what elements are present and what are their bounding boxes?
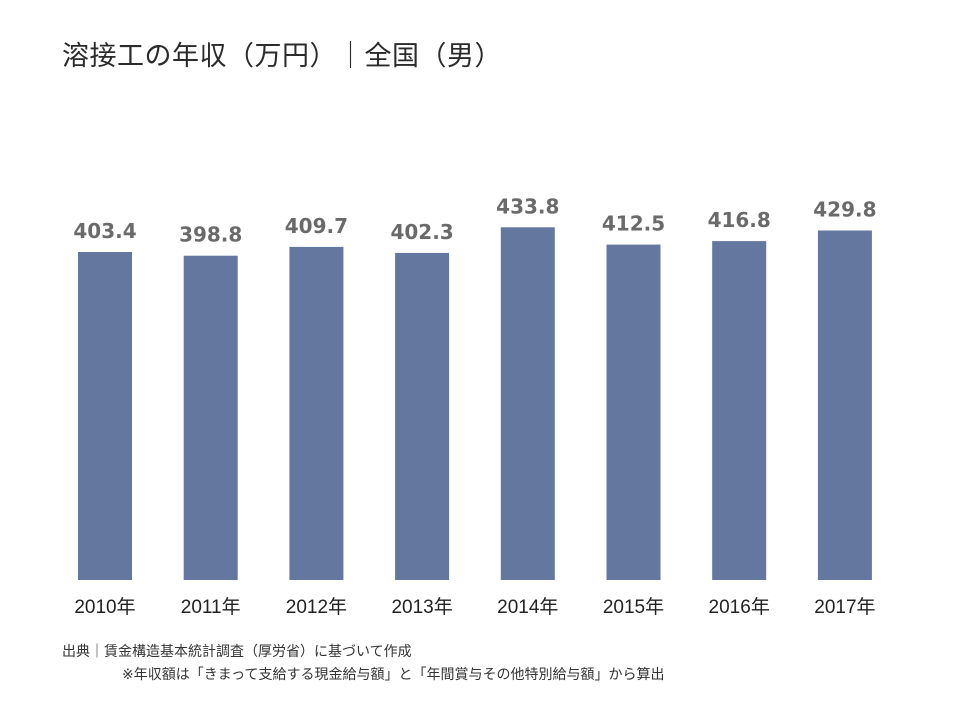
x-tick-label-3: 2013年 <box>391 596 452 618</box>
chart-title: 溶接工の年収（万円）｜全国（男） <box>62 41 502 72</box>
value-label-1: 398.8 <box>179 223 242 247</box>
x-axis-labels-group: 2010年 2011年 2012年 2013年 2014年 2015年 2016年 2017年 <box>74 596 875 618</box>
value-label-4: 433.8 <box>496 194 559 218</box>
calculation-note: ※年収額は「きまって支給する現金給与額」と「年間賞与その他特別給与額」から算出 <box>122 667 665 683</box>
x-tick-label-1: 2011年 <box>181 596 241 618</box>
x-tick-label-7: 2017年 <box>814 596 875 618</box>
bar-6 <box>712 241 767 580</box>
value-label-6: 416.8 <box>708 208 771 232</box>
x-tick-label-6: 2016年 <box>709 596 770 618</box>
source-note: 出典｜賃金構造基本統計調査（厚労省）に基づいて作成 <box>62 644 412 660</box>
bar-3 <box>395 252 450 580</box>
bar-1 <box>183 255 238 580</box>
bar-7 <box>817 230 872 580</box>
bar-2 <box>289 246 344 580</box>
x-tick-label-4: 2014年 <box>497 596 558 618</box>
bars-group <box>78 227 872 581</box>
bar-0 <box>78 252 132 580</box>
x-tick-label-0: 2010年 <box>74 596 135 618</box>
bar-4 <box>500 227 555 581</box>
value-labels-group: 403.4 398.8 409.7 402.3 433.8 412.5 416.8 429.8 <box>73 194 876 246</box>
x-tick-label-5: 2015年 <box>603 596 664 618</box>
bar-5 <box>606 244 661 580</box>
value-label-0: 403.4 <box>73 219 136 243</box>
bar-chart: 403.4 398.8 409.7 402.3 433.8 412.5 416.8 429.8… <box>73 194 876 618</box>
x-tick-label-2: 2012年 <box>286 596 347 618</box>
value-label-2: 409.7 <box>285 214 348 238</box>
value-label-7: 429.8 <box>813 198 876 222</box>
value-label-5: 412.5 <box>602 212 665 236</box>
value-label-3: 402.3 <box>390 220 453 244</box>
